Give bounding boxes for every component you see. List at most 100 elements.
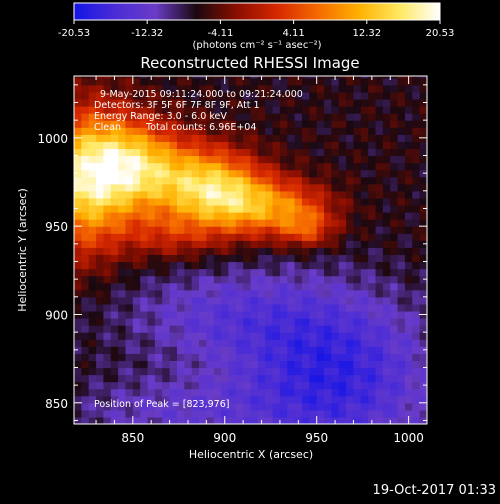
heatmap-cell [368, 254, 377, 263]
heatmap-cell [287, 212, 296, 220]
heatmap-cell [125, 268, 134, 277]
heatmap-cell [132, 318, 141, 326]
heatmap-cell [125, 318, 134, 326]
heatmap-cell [331, 212, 340, 220]
heatmap-cell [199, 388, 207, 397]
heatmap-cell [419, 374, 427, 383]
colorbar-tick-label: -12.32 [131, 28, 163, 39]
heatmap-cell [140, 148, 149, 157]
heatmap-cell [235, 77, 244, 86]
heatmap-cell [147, 91, 156, 100]
heatmap-cell [184, 409, 193, 418]
heatmap-cell [309, 395, 318, 404]
heatmap-cell [412, 169, 421, 178]
heatmap-cell [162, 219, 171, 227]
heatmap-cell [169, 162, 178, 171]
heatmap-cell [184, 310, 193, 319]
heatmap-cell [191, 332, 200, 340]
heatmap-cell [301, 332, 310, 340]
heatmap-cell [147, 296, 156, 305]
heatmap-cell [301, 176, 310, 185]
heatmap-cell [154, 169, 163, 178]
heatmap-cell [88, 76, 97, 79]
heatmap-cell [184, 303, 193, 312]
heatmap-cell [257, 353, 266, 362]
heatmap-cell [382, 212, 391, 220]
heatmap-cell [257, 141, 266, 150]
heatmap-cell [294, 367, 303, 376]
heatmap-cell [287, 98, 296, 107]
heatmap-cell [206, 360, 215, 369]
heatmap-cell [110, 325, 119, 333]
annotation-detectors: Detectors: 3F 5F 6F 7F 8F 9F, Att 1 [94, 100, 260, 111]
heatmap-cell [412, 197, 421, 206]
heatmap-cell [228, 226, 237, 234]
heatmap-cell [147, 77, 156, 86]
heatmap-cell [74, 388, 82, 397]
heatmap-cell [419, 226, 427, 234]
heatmap-cell [118, 360, 127, 369]
heatmap-cell [235, 289, 244, 298]
heatmap-cell [338, 367, 347, 376]
heatmap-cell [125, 98, 134, 107]
heatmap-cell [228, 148, 237, 157]
heatmap-cell [96, 374, 105, 383]
heatmap-cell [88, 381, 97, 390]
heatmap-cell [309, 91, 318, 100]
heatmap-cell [382, 353, 391, 362]
heatmap-cell [74, 325, 82, 333]
heatmap-cell [110, 204, 119, 213]
heatmap-cell [118, 233, 127, 241]
heatmap-cell [184, 275, 193, 284]
heatmap-cell [147, 183, 156, 192]
heatmap-cell [140, 77, 149, 86]
heatmap-cell [147, 261, 156, 270]
heatmap-cell [243, 169, 252, 178]
heatmap-cell [125, 134, 134, 142]
heatmap-cell [199, 141, 207, 150]
heatmap-cell [81, 113, 90, 121]
heatmap-cell [81, 141, 90, 150]
heatmap-cell [162, 106, 171, 114]
heatmap-cell [294, 303, 303, 312]
heatmap-cell [287, 169, 296, 178]
heatmap-cell [287, 176, 296, 185]
heatmap-cell [235, 162, 244, 171]
heatmap-cell [132, 233, 141, 241]
heatmap-cell [147, 275, 156, 284]
heatmap-cell [257, 134, 266, 142]
heatmap-cell [154, 190, 163, 199]
heatmap-cell [176, 381, 185, 390]
heatmap-cell [287, 346, 296, 354]
heatmap-cell [265, 219, 274, 227]
heatmap-cell [118, 77, 127, 86]
heatmap-cell [154, 346, 163, 354]
heatmap-cell [221, 296, 230, 305]
heatmap-cell [287, 395, 296, 404]
heatmap-cell [162, 84, 171, 93]
heatmap-cell [368, 169, 377, 178]
heatmap-cell [140, 303, 149, 312]
heatmap-cell [272, 226, 281, 234]
heatmap-cell [272, 367, 281, 376]
heatmap-cell [272, 212, 281, 220]
heatmap-cell [154, 183, 163, 192]
heatmap-cell [419, 289, 427, 298]
heatmap-cell [375, 190, 384, 199]
heatmap-cell [154, 332, 163, 340]
heatmap-cell [316, 275, 325, 284]
heatmap-cell [184, 141, 193, 150]
heatmap-cell [88, 127, 97, 135]
heatmap-cell [235, 76, 244, 79]
heatmap-cell [382, 155, 391, 164]
heatmap-cell [184, 212, 193, 220]
heatmap-cell [257, 120, 266, 128]
heatmap-cell [110, 219, 119, 227]
heatmap-cell [228, 254, 237, 263]
heatmap-cell [213, 190, 222, 199]
heatmap-cell [213, 409, 222, 418]
heatmap-cell [88, 360, 97, 369]
heatmap-cell [257, 77, 266, 86]
heatmap-cell [316, 148, 325, 157]
heatmap-cell [382, 303, 391, 312]
